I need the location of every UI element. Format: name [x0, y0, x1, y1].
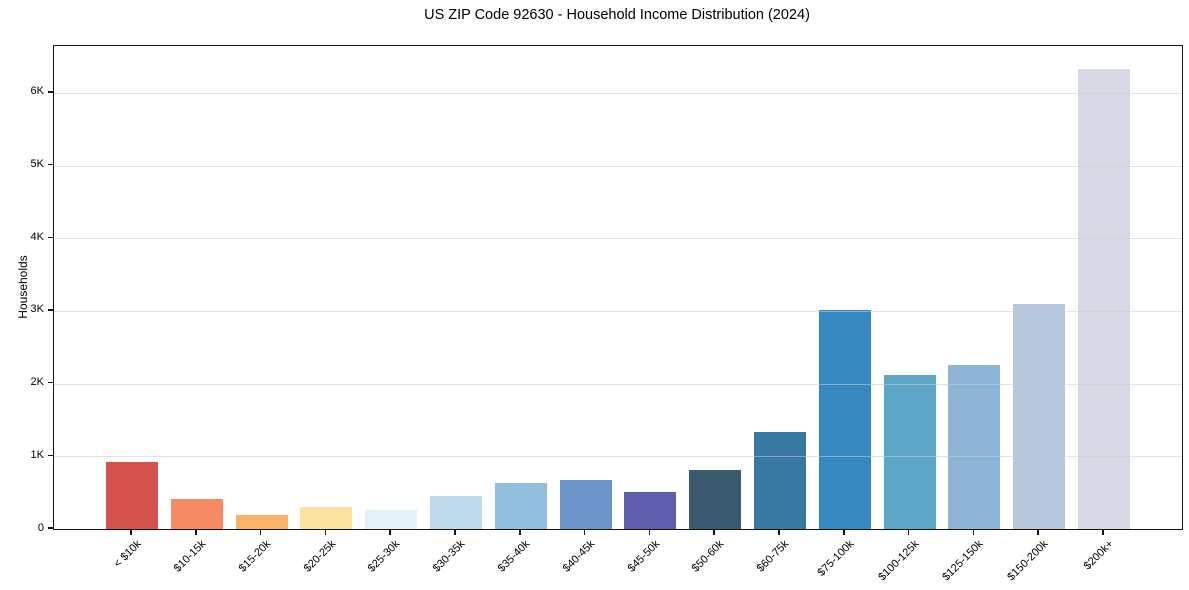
bar-150-200k	[1013, 303, 1066, 529]
x-tick-mark	[843, 529, 845, 535]
x-tick-label: $75-100k	[815, 538, 857, 579]
x-tick-label: $50-60k	[690, 538, 727, 575]
x-tick-mark	[583, 529, 586, 535]
x-tick-mark	[195, 529, 197, 535]
bar-200k	[1078, 68, 1130, 529]
y-tick-label: 1K	[30, 448, 44, 461]
x-tick-label: $60-75k	[754, 538, 792, 575]
x-tick-label: $35-40k	[495, 538, 533, 575]
y-tick-mark	[48, 91, 53, 93]
bar-75-100k	[818, 309, 871, 529]
x-tick-label: $25-30k	[366, 538, 403, 575]
x-tick-mark	[1102, 529, 1104, 535]
x-tick-label: $200k+	[1081, 538, 1116, 573]
x-tick-label: $150-200k	[1005, 538, 1051, 584]
x-tick-label: $30-35k	[430, 538, 468, 575]
x-tick-label: $125-150k	[940, 538, 986, 584]
x-tick-label: $100-125k	[875, 538, 922, 584]
bar-25-30k	[365, 510, 418, 529]
y-tick-label: 4K	[30, 230, 44, 243]
x-tick-label: $20-25k	[301, 538, 338, 575]
bar-20-25k	[300, 507, 353, 529]
bar-15-20k	[235, 514, 288, 529]
y-tick-label: 6K	[30, 85, 44, 98]
x-tick-label: < $10k	[111, 538, 144, 571]
x-tick-label: $40-45k	[560, 538, 598, 575]
bar-10k	[106, 462, 158, 529]
x-tick-mark	[259, 529, 262, 535]
x-tick-mark	[713, 529, 715, 535]
bar-45-50k	[624, 491, 677, 529]
y-tick-mark	[48, 381, 53, 384]
x-tick-mark	[1037, 529, 1039, 535]
y-tick-mark	[48, 163, 53, 166]
bars-group	[54, 46, 1182, 529]
x-tick-mark	[972, 529, 975, 535]
x-tick-mark	[778, 529, 780, 535]
x-tick-mark	[907, 529, 910, 535]
x-tick-mark	[519, 529, 521, 535]
y-tick-label: 3K	[30, 303, 44, 316]
bar-35-40k	[494, 482, 547, 529]
chart-title: US ZIP Code 92630 - Household Income Dis…	[424, 7, 810, 23]
bar-100-125k	[883, 374, 936, 529]
bar-10-15k	[170, 499, 223, 529]
x-tick-mark	[130, 529, 132, 535]
x-tick-mark	[324, 529, 327, 535]
bar-40-45k	[559, 479, 612, 529]
y-tick-mark	[48, 236, 53, 238]
x-tick-mark	[648, 529, 651, 535]
bar-50-60k	[689, 470, 742, 529]
x-tick-label: $15-20k	[236, 538, 274, 575]
y-tick-mark	[48, 454, 53, 457]
y-tick-label: 5K	[30, 158, 44, 171]
x-tick-mark	[389, 529, 391, 535]
x-tick-mark	[454, 529, 456, 535]
y-tick-label: 2K	[30, 376, 44, 389]
y-tick-mark	[48, 527, 53, 529]
x-tick-label: $45-50k	[625, 538, 662, 575]
y-tick-label: 0	[37, 521, 44, 534]
plot-area	[53, 45, 1183, 530]
y-tick-mark	[48, 309, 53, 311]
y-axis-label: Households	[16, 255, 30, 319]
bar-60-75k	[754, 432, 806, 529]
x-tick-label: $10-15k	[171, 538, 209, 575]
bar-125-150k	[948, 365, 1001, 529]
bar-30-35k	[430, 496, 482, 529]
